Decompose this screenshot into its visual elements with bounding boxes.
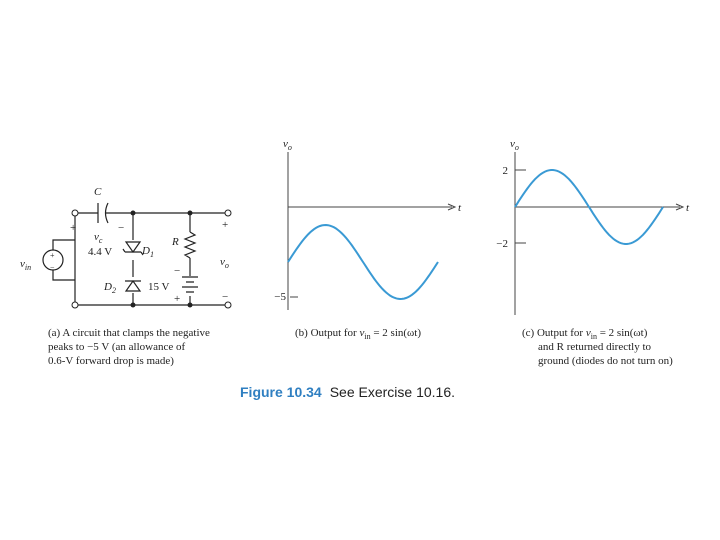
figure-caption: Figure 10.34 See Exercise 10.16. — [240, 384, 455, 400]
label: vo — [220, 256, 229, 270]
label: + — [70, 222, 76, 234]
tick-label: 2 — [503, 165, 509, 177]
label: D2 — [103, 281, 116, 295]
capacitor — [97, 202, 109, 224]
label: D1 — [141, 245, 154, 259]
tick-label: −2 — [496, 238, 508, 250]
plot-c: vo t 2 −2 — [496, 138, 690, 315]
axis-label: vo — [510, 138, 519, 152]
waveform — [287, 223, 439, 301]
label: + — [222, 219, 228, 231]
label: + — [174, 293, 180, 305]
captions: (a) A circuit that clamps the negative p… — [48, 327, 673, 400]
caption: (a) A circuit that clamps the negative — [48, 327, 210, 339]
label: 4.4 V — [88, 246, 112, 258]
label: 15 V — [148, 281, 170, 293]
axis-label: t — [686, 202, 690, 214]
battery — [182, 276, 198, 293]
label: C — [94, 186, 102, 198]
plot-b: vo t −5 — [274, 138, 462, 310]
source — [42, 249, 64, 271]
caption: 0.6-V forward drop is made) — [48, 355, 174, 367]
nodes — [130, 210, 193, 308]
label: vc — [94, 231, 103, 245]
axis-label: vo — [283, 138, 292, 152]
diode-d2 — [124, 279, 142, 292]
label: + — [50, 251, 55, 260]
wires — [52, 212, 228, 306]
axes — [514, 152, 685, 315]
label: vin — [20, 258, 31, 272]
ticks — [515, 169, 526, 244]
waveform — [514, 169, 664, 245]
terminals — [71, 209, 232, 309]
label: − — [118, 222, 124, 234]
tick-label: −5 — [274, 291, 286, 303]
caption: ground (diodes do not turn on) — [538, 355, 673, 367]
label: − — [50, 263, 55, 272]
axis-label: t — [458, 202, 462, 214]
caption: peaks to −5 V (an allowance of — [48, 341, 185, 353]
label: − — [222, 291, 228, 303]
caption: (c) Output for vin = 2 sin(ωt) — [522, 327, 648, 341]
circuit: C + − vc vin + − 4.4 V D1 D2 R 15 V − + … — [20, 186, 232, 309]
label: − — [174, 265, 180, 277]
resistor — [183, 231, 197, 259]
label: R — [171, 236, 179, 248]
axes — [287, 152, 457, 310]
diode-d1 — [122, 241, 144, 256]
caption: and R returned directly to — [538, 341, 652, 353]
caption: (b) Output for vin = 2 sin(ωt) — [295, 327, 421, 341]
